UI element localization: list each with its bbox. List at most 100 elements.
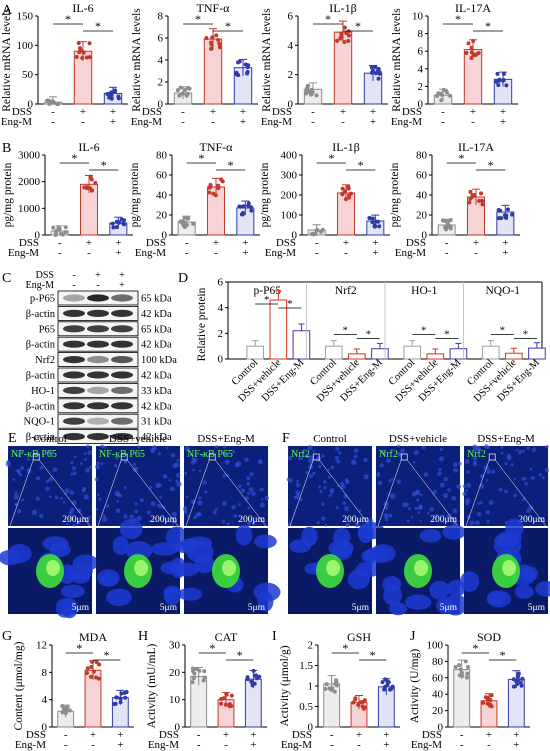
nucleus bbox=[396, 479, 402, 484]
blot-protein-label: β-actin bbox=[26, 432, 56, 443]
dss-sign: - bbox=[181, 106, 185, 118]
y-tick-label-1: 2 bbox=[158, 77, 164, 89]
bar-2-0 bbox=[403, 345, 422, 360]
nucleus bbox=[149, 485, 153, 489]
nucleus bbox=[135, 467, 139, 470]
nucleus bbox=[137, 445, 141, 449]
nucleus bbox=[71, 466, 77, 471]
nucleus bbox=[498, 487, 503, 492]
nucleus bbox=[538, 473, 543, 477]
blot-band bbox=[63, 340, 85, 348]
nucleus bbox=[98, 497, 102, 501]
engm-row-label: Eng-M bbox=[281, 739, 312, 751]
panel-letter-d: D bbox=[178, 271, 188, 286]
engm-sign: - bbox=[181, 116, 185, 128]
data-point bbox=[457, 663, 462, 668]
data-point bbox=[89, 674, 94, 679]
sig-mark: * bbox=[421, 325, 427, 337]
nucleus bbox=[7, 543, 32, 564]
nucleus bbox=[419, 519, 422, 523]
panel-e-tissue-image bbox=[96, 446, 180, 526]
data-point bbox=[110, 221, 115, 226]
y-tick-label-2: 20 bbox=[169, 667, 181, 679]
data-point bbox=[305, 88, 310, 93]
data-point bbox=[85, 666, 90, 671]
bar-2-1 bbox=[426, 353, 445, 360]
data-point bbox=[488, 703, 493, 708]
nucleus bbox=[299, 456, 304, 460]
data-point bbox=[202, 675, 207, 680]
blot-protein-label: NQO-1 bbox=[24, 417, 56, 428]
data-point bbox=[191, 221, 196, 226]
data-point bbox=[223, 702, 228, 707]
data-point bbox=[314, 93, 319, 98]
nucleus bbox=[382, 576, 402, 593]
nucleus bbox=[526, 446, 530, 450]
nucleus bbox=[100, 444, 105, 449]
blot-kda-label: 65 kDa bbox=[141, 324, 172, 335]
data-point bbox=[78, 48, 83, 53]
y-tick-label-2: 4 bbox=[218, 302, 224, 314]
series-name-0: p-P65 bbox=[254, 285, 282, 297]
nucleus bbox=[168, 479, 172, 482]
panel-e-scale-top: 200μm bbox=[62, 515, 89, 525]
nucleus bbox=[379, 463, 384, 468]
nucleus bbox=[69, 507, 75, 512]
engm-sign: - bbox=[441, 116, 445, 128]
engm-row-label: Eng-M bbox=[135, 247, 166, 259]
blot-band bbox=[111, 402, 133, 410]
y-tick-label-4: 80 bbox=[156, 150, 168, 162]
y-tick-label-0: 0 bbox=[218, 354, 224, 366]
y-tick-label-1: 2 bbox=[218, 328, 224, 340]
panel-f-stain-label: Nrf2 bbox=[467, 449, 486, 460]
blot-protein-label: β-actin bbox=[26, 371, 56, 382]
data-point bbox=[111, 225, 116, 230]
engm-sign: - bbox=[211, 116, 215, 128]
data-point bbox=[440, 93, 445, 98]
data-point bbox=[481, 700, 486, 705]
engm-sign: + bbox=[110, 116, 116, 128]
nucleus bbox=[178, 587, 203, 601]
blot-protein-label: p-P65 bbox=[30, 294, 55, 305]
nucleus bbox=[330, 491, 334, 494]
dss-sign: - bbox=[311, 106, 315, 118]
data-point bbox=[504, 215, 509, 220]
dss-sign: - bbox=[58, 237, 62, 249]
nucleus bbox=[184, 446, 190, 452]
nucleus bbox=[486, 445, 490, 450]
engm-sign: - bbox=[487, 739, 491, 751]
nucleus bbox=[249, 472, 254, 477]
nucleus bbox=[383, 513, 389, 518]
blot-band bbox=[87, 402, 109, 410]
nucleus bbox=[340, 481, 344, 486]
nucleus bbox=[377, 480, 383, 486]
nucleus bbox=[439, 482, 445, 488]
data-point bbox=[87, 41, 92, 46]
data-point bbox=[177, 93, 182, 98]
engm-sign: - bbox=[197, 739, 201, 751]
nucleus bbox=[434, 513, 439, 518]
nucleus bbox=[396, 451, 400, 456]
nucleus bbox=[123, 459, 128, 464]
data-point bbox=[182, 215, 187, 220]
nucleus bbox=[238, 503, 241, 506]
nucleus bbox=[486, 520, 490, 524]
nucleus bbox=[474, 520, 480, 526]
chart-title: IL-6 bbox=[78, 140, 99, 154]
nucleus bbox=[72, 554, 99, 571]
data-point bbox=[114, 225, 119, 230]
nucleus bbox=[343, 506, 349, 512]
y-tick-label-0: 0 bbox=[175, 722, 181, 734]
data-point bbox=[324, 682, 329, 687]
positive-cell-core bbox=[414, 560, 428, 576]
nucleus bbox=[222, 473, 227, 478]
nucleus bbox=[45, 479, 50, 484]
blot-kda-label: 33 kDa bbox=[141, 386, 172, 397]
engm-sign: - bbox=[58, 247, 62, 259]
y-tick-label-2: 40 bbox=[156, 190, 168, 202]
nucleus bbox=[16, 453, 20, 457]
engm-sign: + bbox=[250, 739, 256, 751]
nucleus bbox=[453, 468, 458, 473]
data-point bbox=[385, 683, 390, 688]
